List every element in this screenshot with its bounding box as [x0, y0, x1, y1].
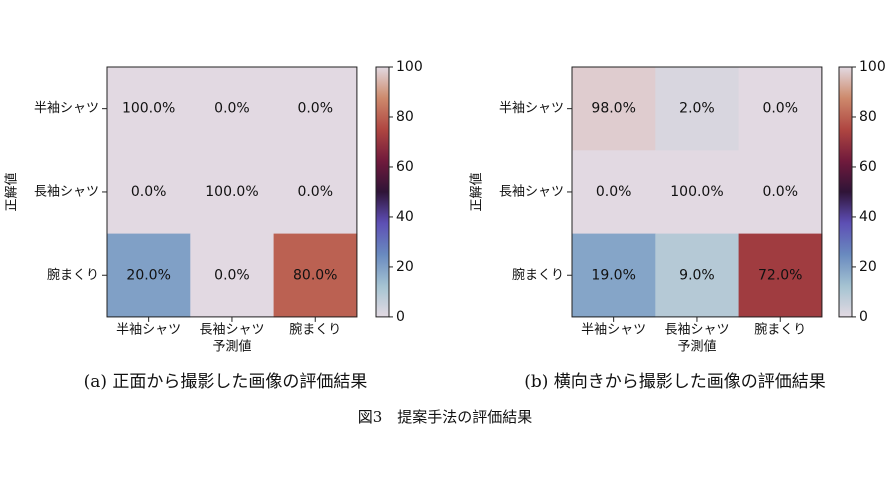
heatmap-cell [273, 150, 358, 235]
heatmap-cell [572, 233, 656, 318]
heatmap-cell [572, 150, 656, 235]
cell-value-label: 9.0% [679, 267, 715, 283]
cell-value-label: 100.0% [205, 184, 258, 200]
y-tick-label: 長袖シャツ [34, 184, 99, 199]
colorbar-tick-label: 60 [859, 159, 877, 175]
x-tick-label: 長袖シャツ [664, 322, 729, 337]
y-tick-label: 長袖シャツ [499, 184, 564, 199]
heatmap-cell [190, 67, 275, 151]
colorbar [375, 66, 390, 318]
cell-value-label: 80.0% [293, 267, 337, 283]
cell-value-label: 100.0% [122, 101, 175, 117]
colorbar-tick-label: 20 [859, 259, 877, 275]
y-tick-label: 腕まくり [47, 267, 99, 283]
cell-value-label: 20.0% [126, 267, 170, 283]
cell-value-label: 0.0% [131, 184, 167, 200]
caption-a: (a) 正面から撮影した画像の評価結果 [83, 372, 368, 392]
colorbar-tick-label: 40 [396, 209, 414, 225]
colorbar-tick-label: 60 [396, 159, 414, 175]
cell-value-label: 19.0% [591, 267, 635, 283]
heatmap-cell [655, 150, 740, 235]
heatmap-cell [107, 233, 191, 318]
heatmap-cell [273, 67, 358, 151]
colorbar [838, 66, 853, 318]
heatmap-cell [190, 233, 275, 318]
x-tick-label: 腕まくり [289, 321, 341, 337]
cell-value-label: 100.0% [670, 184, 723, 200]
x-tick-label: 半袖シャツ [116, 322, 181, 337]
heatmap-cell [273, 233, 358, 318]
colorbar-tick-label: 0 [859, 309, 868, 325]
x-axis-label: 予測値 [212, 338, 251, 354]
cell-value-label: 0.0% [596, 184, 632, 200]
colorbar-tick-label: 100 [396, 59, 423, 75]
colorbar-tick-label: 20 [396, 259, 414, 275]
y-axis-label: 正解値 [4, 172, 20, 211]
x-tick-label: 半袖シャツ [581, 322, 646, 337]
heatmap-cell [738, 67, 823, 151]
heatmap-cell [655, 233, 740, 318]
cell-value-label: 0.0% [297, 184, 333, 200]
x-axis-label: 予測値 [677, 338, 716, 354]
y-tick-label: 半袖シャツ [499, 101, 564, 116]
colorbar-tick-label: 40 [859, 209, 877, 225]
colorbar-tick-label: 80 [396, 109, 414, 125]
heatmap-cell [738, 150, 823, 235]
colorbar-tick-label: 80 [859, 109, 877, 125]
caption-b: (b) 横向きから撮影した画像の評価結果 [524, 372, 826, 392]
heatmap-cell [655, 67, 740, 151]
x-tick-label: 腕まくり [754, 321, 806, 337]
heatmap-cell [738, 233, 823, 318]
figure-caption: 図3 提案手法の評価結果 [357, 408, 533, 426]
cell-value-label: 98.0% [591, 101, 635, 117]
cell-value-label: 0.0% [762, 101, 798, 117]
y-tick-label: 腕まくり [512, 267, 564, 283]
cell-value-label: 0.0% [214, 267, 250, 283]
cell-value-label: 0.0% [762, 184, 798, 200]
heatmap-cell [107, 67, 191, 151]
cell-value-label: 0.0% [214, 101, 250, 117]
cell-value-label: 0.0% [297, 101, 333, 117]
colorbar-tick-label: 100 [859, 59, 886, 75]
colorbar-tick-label: 0 [396, 309, 405, 325]
y-axis-label: 正解値 [469, 172, 485, 211]
heatmap-cell [107, 150, 191, 235]
y-tick-label: 半袖シャツ [34, 101, 99, 116]
heatmap-cell [190, 150, 275, 235]
cell-value-label: 72.0% [758, 267, 802, 283]
heatmap-cell [572, 67, 656, 151]
x-tick-label: 長袖シャツ [199, 322, 264, 337]
cell-value-label: 2.0% [679, 101, 715, 117]
